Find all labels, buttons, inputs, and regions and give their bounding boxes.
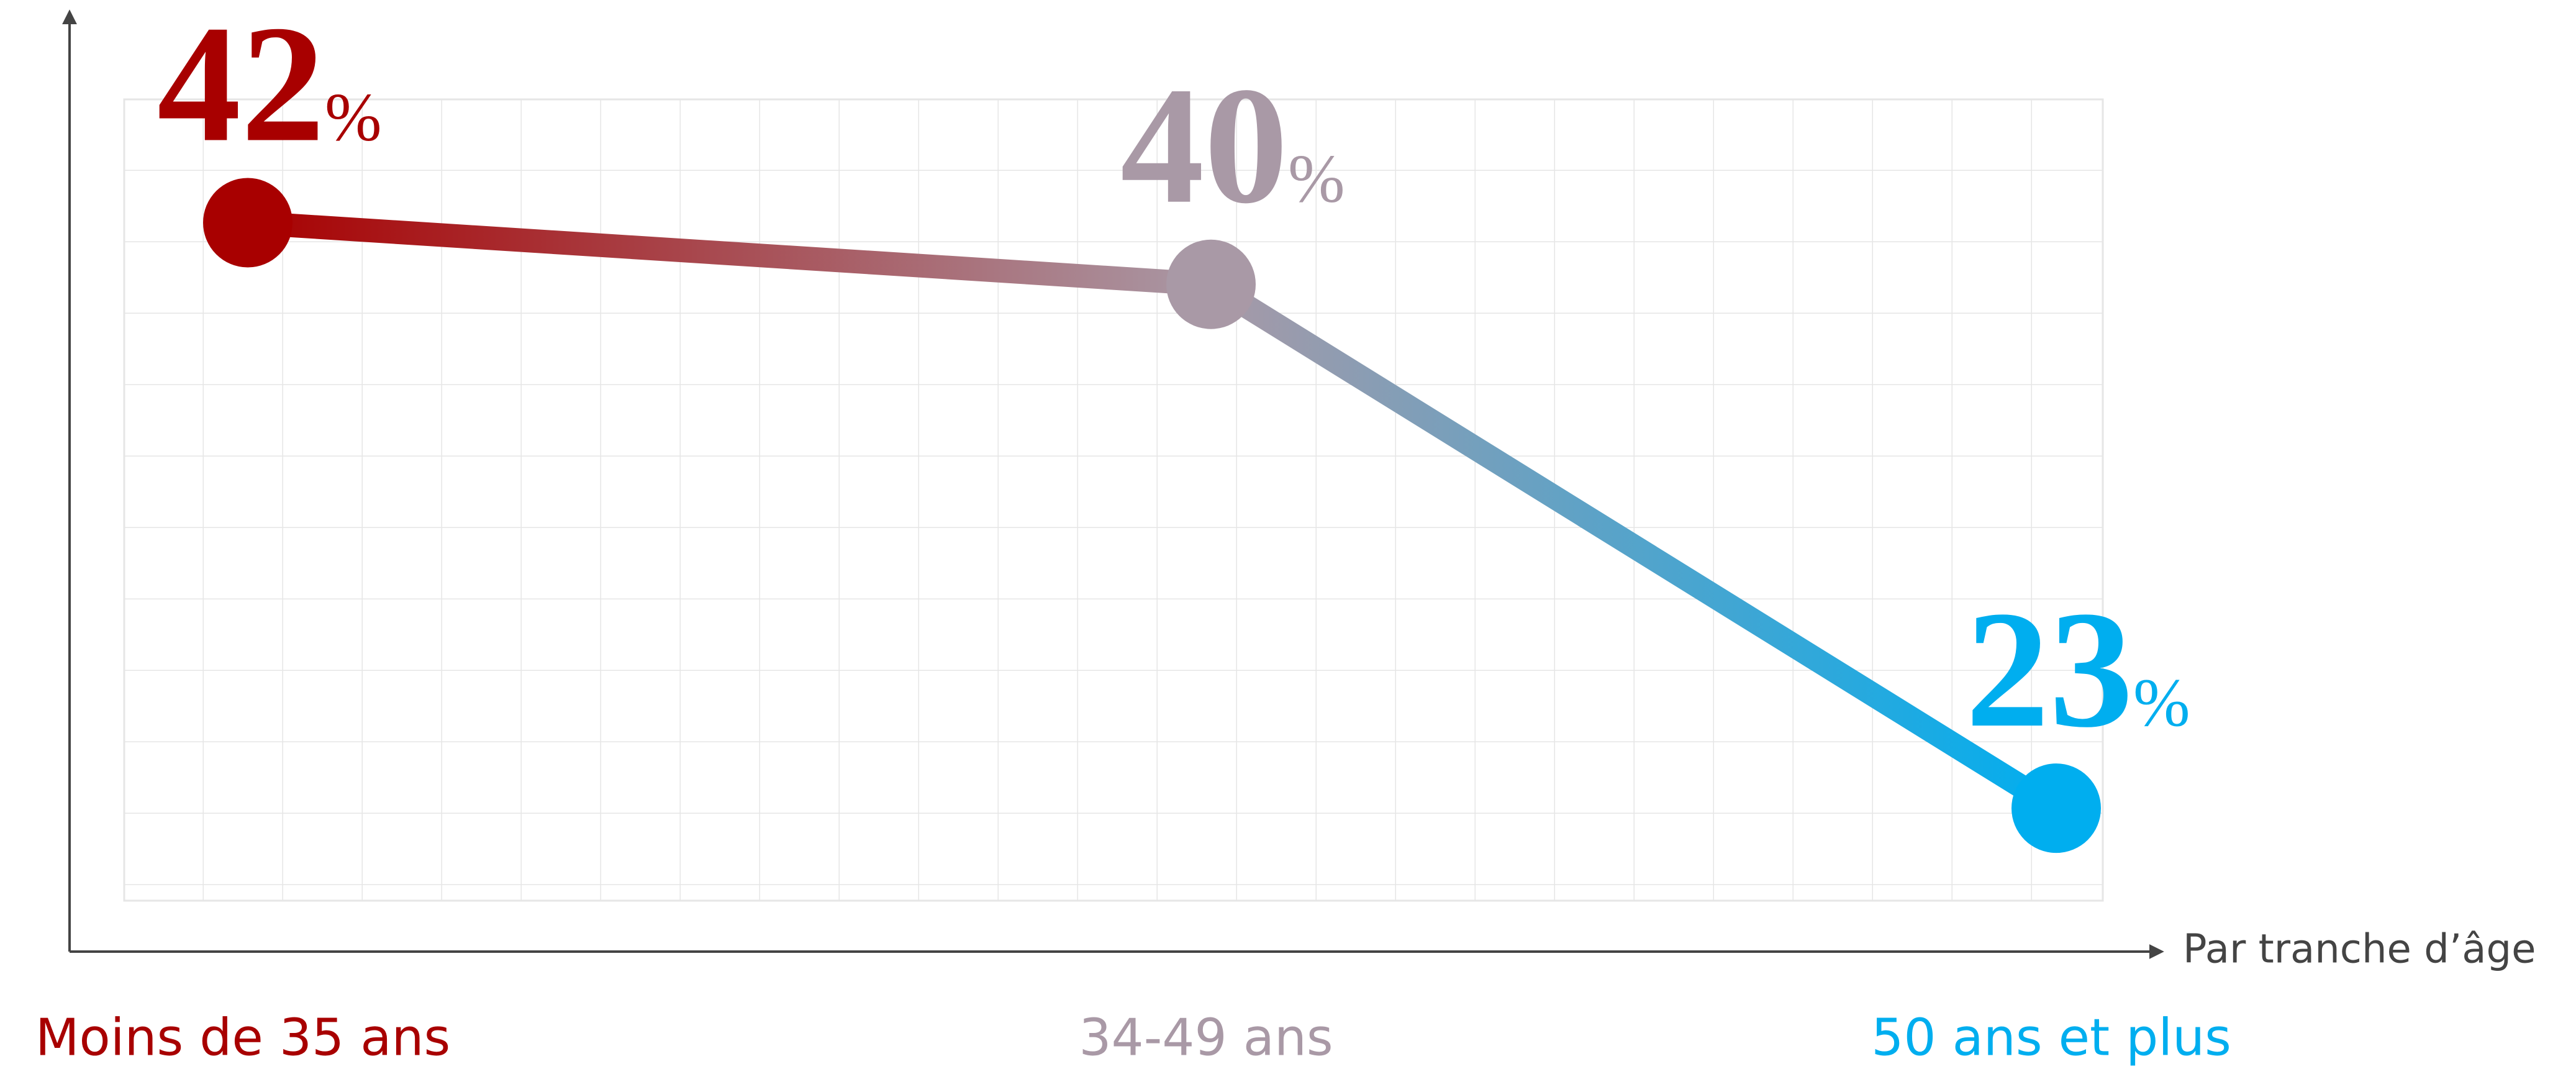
point	[1166, 239, 1256, 329]
value-label: 42%	[157, 0, 382, 176]
x-axis-label: Par tranche d’âge	[2183, 927, 2536, 973]
value-label: 40%	[1120, 53, 1345, 239]
point	[203, 178, 293, 268]
grid	[123, 98, 2104, 902]
value-label: 23%	[1966, 576, 2190, 762]
point	[2011, 763, 2101, 853]
x-tick-label: 34-49 ans	[1079, 1008, 1333, 1067]
x-tick-label: 50 ans et plus	[1871, 1008, 2231, 1067]
x-tick-label: Moins de 35 ans	[35, 1008, 450, 1067]
